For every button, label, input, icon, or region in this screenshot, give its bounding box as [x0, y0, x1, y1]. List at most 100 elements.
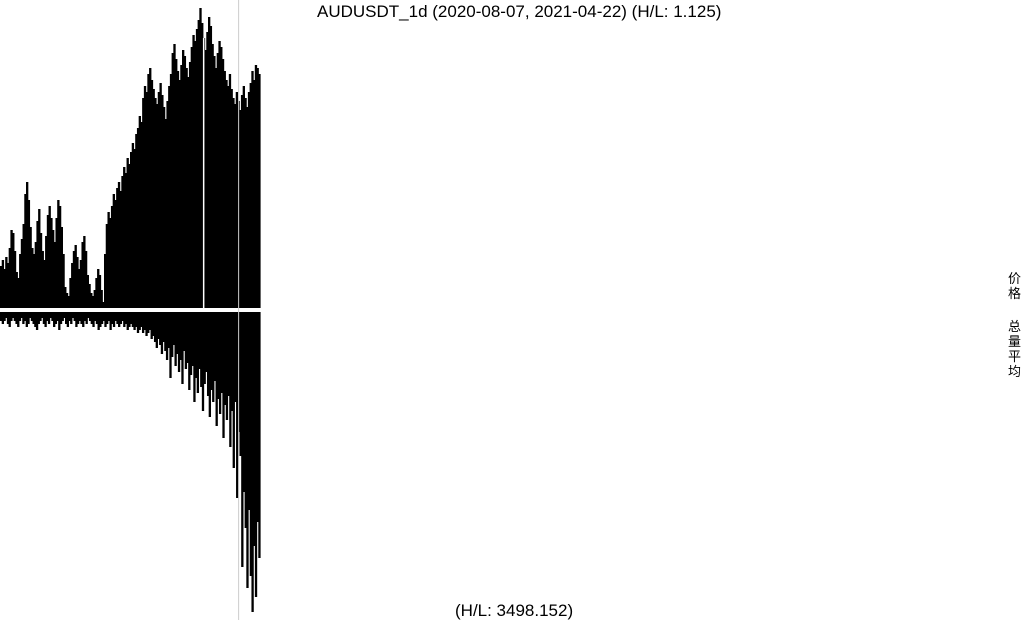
- volume-bar-127: [217, 312, 220, 399]
- volume-bar-109: [186, 312, 189, 363]
- price-bar-91: [157, 92, 161, 308]
- volume-bar-113: [193, 312, 196, 402]
- volume-bar-53: [90, 312, 93, 324]
- price-bar-107: [185, 68, 188, 308]
- price-bar-119: [206, 32, 209, 308]
- volume-bar-101: [172, 312, 176, 345]
- price-bar-45: [78, 269, 81, 308]
- volume-bar-112: [191, 312, 194, 366]
- volume-bar-52: [88, 312, 92, 321]
- price-bar-72: [124, 173, 128, 308]
- volume-bar-11: [18, 312, 22, 321]
- volume-bar-94: [160, 312, 164, 354]
- price-bar-3: [5, 257, 8, 308]
- volume-bar-92: [157, 312, 160, 339]
- price-bar-30: [52, 230, 55, 308]
- volume-bar-42: [71, 312, 75, 318]
- price-bar-76: [131, 143, 135, 308]
- volume-bar-38: [65, 312, 68, 324]
- volume-bar-91: [155, 312, 158, 348]
- volume-bar-4: [6, 312, 10, 324]
- price-bar-64: [110, 206, 114, 308]
- price-bar-124: [214, 68, 218, 308]
- volume-bar-107: [183, 312, 186, 351]
- price-bar-130: [225, 80, 228, 308]
- volume-bar-48: [82, 312, 85, 327]
- price-bar-14: [24, 194, 27, 308]
- price-bar-145: [251, 71, 254, 308]
- volume-bar-118: [201, 312, 205, 411]
- price-bar-125: [216, 53, 219, 308]
- price-bar-17: [29, 227, 32, 308]
- volume-bar-105: [179, 312, 182, 360]
- price-bar-84: [145, 92, 148, 308]
- volume-bar-132: [225, 312, 229, 420]
- price-bar-13: [22, 224, 25, 308]
- price-bar-42: [72, 251, 76, 308]
- price-bar-43: [74, 245, 77, 308]
- volume-bar-102: [174, 312, 177, 366]
- price-bars: [0, 8, 261, 308]
- price-bar-122: [211, 44, 214, 308]
- volume-bar-19: [32, 312, 35, 324]
- volume-bar-45: [76, 312, 80, 324]
- volume-bar-130: [222, 312, 225, 438]
- volume-bar-44: [75, 312, 78, 327]
- price-bar-94: [162, 107, 166, 308]
- price-bar-35: [60, 227, 63, 308]
- price-bar-95: [164, 119, 167, 308]
- volume-bar-7: [11, 312, 15, 318]
- price-bar-34: [58, 206, 62, 308]
- price-bar-93: [161, 95, 164, 308]
- price-bar-4: [6, 263, 10, 308]
- price-bar-6: [10, 230, 13, 308]
- price-bar-28: [48, 206, 51, 308]
- price-bar-147: [254, 65, 258, 308]
- volume-bar-28: [47, 312, 51, 324]
- volume-bar-23: [39, 312, 42, 321]
- volume-bar-60: [102, 312, 105, 321]
- volume-bar-85: [145, 312, 148, 336]
- price-bar-55: [95, 278, 98, 308]
- volume-bar-96: [164, 312, 167, 351]
- volume-bar-71: [121, 312, 124, 321]
- volume-bar-129: [220, 312, 223, 393]
- volume-bar-50: [85, 312, 88, 324]
- volume-bar-74: [126, 312, 129, 330]
- volume-bar-90: [153, 312, 157, 342]
- price-bar-116: [201, 23, 204, 308]
- price-bar-1: [1, 260, 5, 308]
- volume-bar-89: [152, 312, 155, 336]
- volume-bar-61: [104, 312, 107, 327]
- volume-bar-13: [22, 312, 25, 324]
- volume-bar-26: [44, 312, 47, 327]
- price-bar-96: [166, 101, 169, 308]
- volume-bar-66: [112, 312, 116, 327]
- price-bar-138: [239, 110, 242, 308]
- price-bar-61: [105, 224, 109, 308]
- price-bar-8: [13, 251, 17, 308]
- price-bar-89: [154, 98, 157, 308]
- volume-bars: [0, 312, 261, 612]
- volume-bar-30: [51, 312, 54, 321]
- price-bar-144: [249, 83, 252, 308]
- price-bar-92: [159, 83, 162, 308]
- price-bar-16: [27, 200, 31, 308]
- price-bar-104: [180, 65, 183, 308]
- volume-bar-151: [258, 312, 261, 558]
- price-bar-148: [256, 68, 259, 308]
- volume-bar-98: [167, 312, 170, 348]
- volume-bar-14: [23, 312, 27, 321]
- price-bar-109: [188, 62, 192, 308]
- volume-bar-54: [92, 312, 95, 327]
- price-bar-2: [3, 269, 6, 308]
- volume-bar-150: [256, 312, 259, 522]
- volume-bar-64: [109, 312, 112, 330]
- price-bar-44: [76, 257, 79, 308]
- price-bar-128: [221, 59, 225, 308]
- price-bar-20: [34, 242, 37, 308]
- volume-bar-15: [25, 312, 28, 327]
- price-bar-127: [220, 47, 223, 308]
- price-bar-106: [183, 56, 187, 308]
- volume-bar-12: [20, 312, 23, 318]
